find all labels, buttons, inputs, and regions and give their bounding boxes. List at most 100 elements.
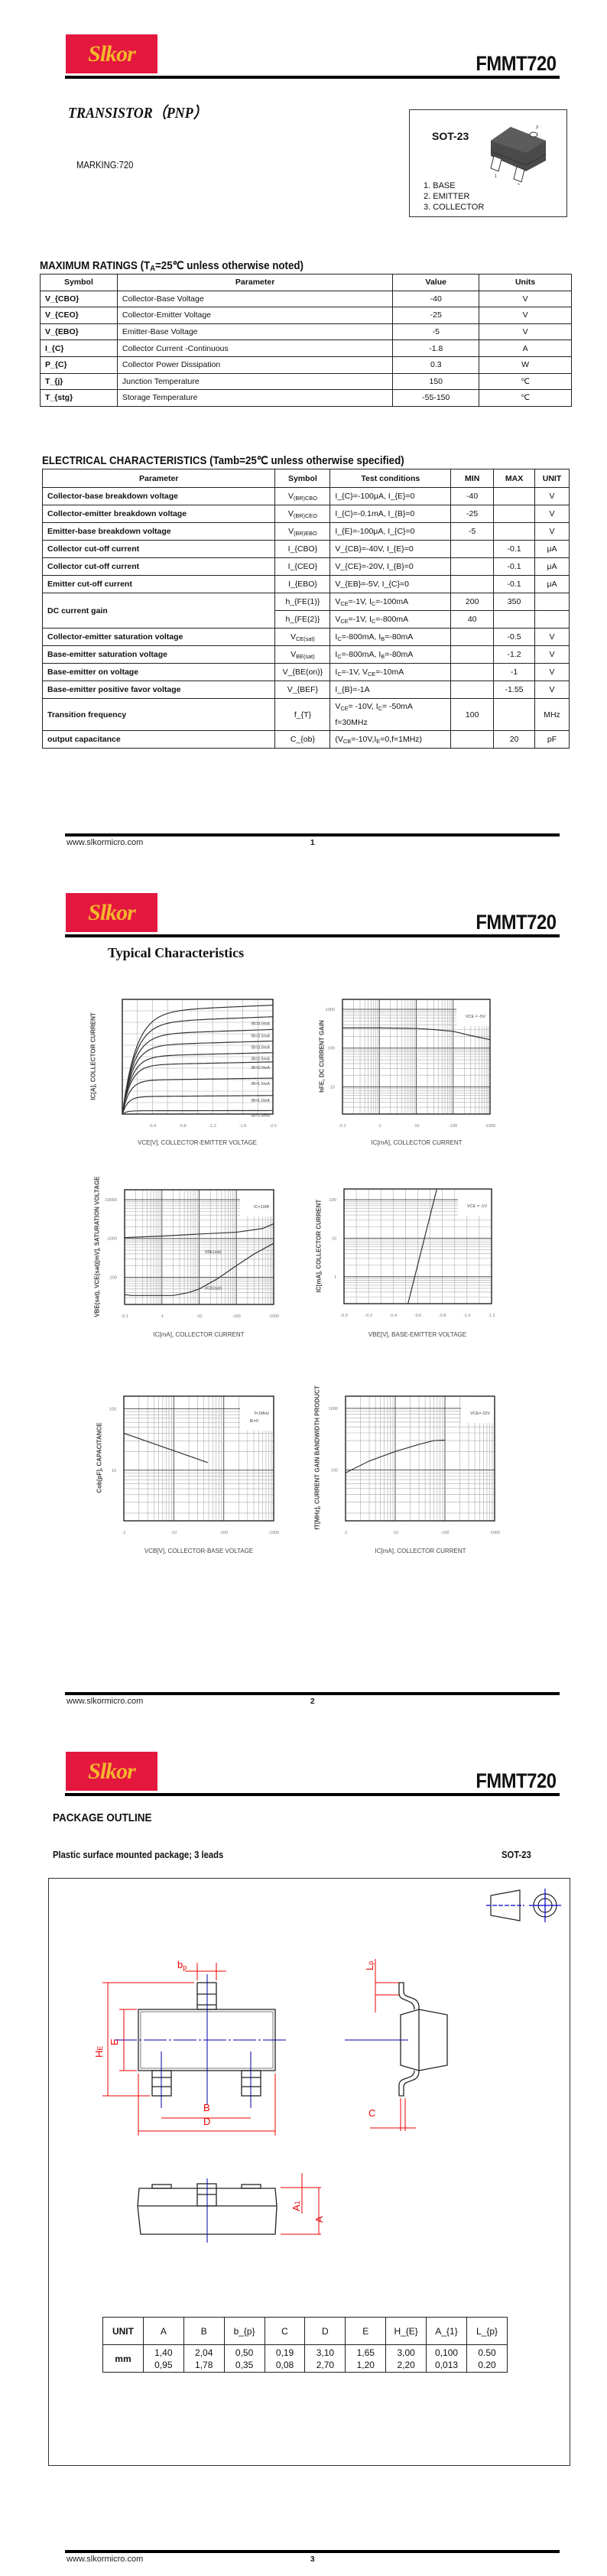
- parameter-cell: Collector-Base Voltage: [116, 290, 394, 308]
- dimension-cell: 0,19 0,08: [264, 2344, 306, 2373]
- svg-text:B: B: [203, 2102, 210, 2113]
- y-tick-label: 100: [331, 1469, 338, 1473]
- max-cell: 20: [493, 730, 535, 749]
- max-cell: -0.1: [493, 540, 535, 558]
- dimension-min: 2,70: [316, 2359, 335, 2370]
- column-header: MAX: [493, 469, 535, 488]
- table-row: V_{CBO} Collector-Base Voltage -40 V: [40, 290, 572, 308]
- unit-cell: V: [534, 663, 570, 681]
- max-ratings-title: MAXIMUM RATINGS (TA=25℃ unless otherwise…: [40, 260, 304, 273]
- max-cell: [493, 522, 535, 541]
- footer-url[interactable]: www.slkormicro.com: [67, 1697, 144, 1706]
- table-row: mm 1,40 0,95 2,04 1,78 0,50 0,35 0,19 0,08 3,10 2,…: [102, 2344, 508, 2373]
- chart-ic-vs-vbe: -0.0 -0.2 -0.4 -0.6 -0.8 -1.0 -1.2 -100 10 1 VCE =…: [328, 1188, 495, 1318]
- min-cell: [450, 681, 495, 699]
- y-tick-label: 1000: [329, 1407, 338, 1411]
- parameter-cell: Collector Current -Continuous: [116, 339, 394, 357]
- svg-text:A1: A1: [291, 2201, 302, 2211]
- x-axis-label: VBE[V], BASE-EMITTER VOLTAGE: [368, 1331, 467, 1338]
- unit-cell: pF: [534, 730, 570, 749]
- side-view: [398, 1982, 448, 2097]
- max-cell: [493, 487, 535, 505]
- logo-text: Slkor: [88, 899, 136, 925]
- chart-cob-vs-vcb: -1 -10 -100 -1000 100 10 f=1MHz IE=0: [109, 1395, 279, 1535]
- svg-text:HE: HE: [93, 2046, 105, 2058]
- series-label: VCE(sat): [205, 1287, 222, 1291]
- symbol-cell: P_{C}: [40, 356, 118, 374]
- x-tick-label: -1000: [489, 1531, 500, 1535]
- symbol-cell: V(BR)CBO: [274, 487, 331, 505]
- condition-cell: VCE=-1V, IC=-800mA: [329, 610, 452, 629]
- footer-url[interactable]: www.slkormicro.com: [67, 2555, 144, 2564]
- chart-annotation: VCE = -1V: [467, 1204, 487, 1209]
- unit-cell: V: [534, 681, 570, 699]
- unit-cell: [534, 610, 570, 629]
- column-header: A_{1}: [426, 2317, 467, 2345]
- symbol-cell: h_{FE(2)}: [274, 610, 331, 629]
- unit-cell: A: [479, 339, 572, 357]
- series-line: [122, 1004, 274, 1115]
- svg-text:bp: bp: [177, 1959, 187, 1971]
- symbol-cell: I_{CBO}: [274, 540, 331, 558]
- table-row: Base-emitter on voltage V_{BE(on)} IC=-1V,…: [41, 663, 570, 681]
- footer-url[interactable]: www.slkormicro.com: [67, 838, 144, 847]
- unit-cell: V: [479, 323, 572, 341]
- series-line: [122, 1077, 274, 1115]
- unit-cell: MHz: [534, 698, 570, 731]
- max-cell: [493, 698, 535, 731]
- marking: MARKING:720: [76, 160, 134, 171]
- svg-text:E: E: [109, 2038, 120, 2045]
- parameter-cell: output capacitance: [41, 730, 276, 749]
- x-tick-label: -0.8: [439, 1314, 446, 1318]
- footer-rule: [65, 2550, 560, 2553]
- series-label: IB=3.5mA: [252, 1035, 271, 1039]
- y-tick-label: 10: [330, 1086, 335, 1090]
- annotation-bg: [240, 1191, 273, 1217]
- chart-hfe-vs-ic: -0.1 -1 -10 -100 -1000 1000 100 10 VCE = -5V: [326, 999, 495, 1129]
- unit-cell: [534, 593, 570, 611]
- chart-svg: -0.1 -1 -10 -100 -1000 1000 100 10 VCE = -5V: [326, 999, 495, 1129]
- value-cell: -1.8: [392, 339, 480, 357]
- condition-cell: I_{C}=-100μA, I_{E}=0: [329, 487, 452, 505]
- series-label: IB=4.0mA: [252, 1022, 271, 1026]
- page-number: 1: [310, 839, 315, 847]
- dimension-max: 1,65: [356, 2347, 375, 2358]
- min-cell: [450, 628, 495, 646]
- unit-cell: ℃: [479, 389, 572, 407]
- symbol-cell: I_{CEO}: [274, 557, 331, 576]
- pin-item: 2. EMITTER: [424, 192, 470, 201]
- table-row: Collector-base breakdown voltage V(BR)CBO…: [41, 487, 570, 505]
- plot-frame: [124, 1189, 274, 1305]
- parameter-cell: Collector cut-off current: [41, 557, 276, 576]
- dimension-max: 1,40: [154, 2347, 173, 2358]
- x-tick-label: -10: [196, 1314, 203, 1319]
- series-label: IB=1.0mA: [252, 1099, 271, 1103]
- parameter-cell: Base-emitter positive favor voltage: [41, 681, 276, 699]
- symbol-cell: V(BR)CEO: [274, 505, 331, 523]
- min-cell: [450, 730, 495, 749]
- svg-text:C: C: [368, 2107, 375, 2119]
- symbol-cell: I_{EBO}: [274, 575, 331, 593]
- table-row: V_{EBO} Emitter-Base Voltage -5 V: [40, 323, 572, 341]
- parameter-cell: Emitter-base breakdown voltage: [41, 522, 276, 541]
- symbol-cell: T_{j}: [40, 372, 118, 391]
- column-header: L_{p}: [466, 2317, 508, 2345]
- dimension-max: 3,00: [397, 2347, 415, 2358]
- plot-frame: [123, 1395, 274, 1522]
- column-header: Parameter: [41, 469, 276, 488]
- condition-cell: V_{EB}=-5V, I_{C}=0: [329, 575, 452, 593]
- chart-ic-vs-vce: -0.4 -0.8 -1.2 -1.6 -2.0 IB=4.0mA IB=3.5mA IB=3…: [122, 999, 277, 1129]
- table-row: DC current gain h_{FE(1)} VCE=-1V, IC=-100…: [41, 593, 570, 629]
- x-tick-label: -10: [414, 1124, 420, 1129]
- table-row: P_{C} Collector Power Dissipation 0.3 W: [40, 356, 572, 374]
- dimension-cell: 3,10 2,70: [304, 2344, 346, 2373]
- table-row: Collector cut-off current I_{CEO} V_{CE}=-…: [41, 557, 570, 576]
- series-line: [122, 1061, 274, 1115]
- chart-svg: -1 -10 -100 -1000 1000 100 VCE=-10V: [329, 1395, 500, 1535]
- column-header: Parameter: [116, 274, 394, 291]
- series-line: [122, 1016, 274, 1115]
- value-cell: -5: [392, 323, 480, 341]
- unit-cell: V: [534, 505, 570, 523]
- table-row: Emitter-base breakdown voltage V(BR)EBO I_…: [41, 522, 570, 541]
- package-code: SOT-23: [502, 1850, 531, 1860]
